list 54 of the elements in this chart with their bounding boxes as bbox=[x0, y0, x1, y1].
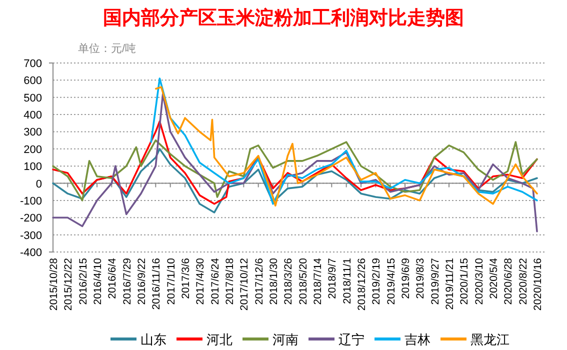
x-tick-label: 2019/6/9 bbox=[400, 258, 412, 299]
x-tick-label: 2016/4/10 bbox=[92, 258, 104, 305]
y-tick-label: 100 bbox=[24, 161, 42, 174]
x-tick-label: 2017/10/12 bbox=[238, 258, 251, 311]
y-tick-label: 400 bbox=[24, 110, 42, 122]
x-tick-label: 2017/6/24 bbox=[209, 258, 222, 305]
x-tick-label: 2018/7/14 bbox=[312, 258, 324, 305]
y-tick-label: -400 bbox=[20, 247, 42, 259]
x-tick-label: 2017/12/6 bbox=[253, 258, 266, 305]
x-tick-label: 2016/11/16 bbox=[150, 258, 163, 310]
x-tick-label: 2020/10/16 bbox=[532, 258, 544, 311]
x-tick-label: 2018/11/1 bbox=[341, 258, 354, 304]
x-tick-label: 2020/8/22 bbox=[517, 258, 530, 305]
x-tick-label: 2017/8/18 bbox=[224, 258, 236, 305]
x-tick-label: 2017/1/10 bbox=[165, 258, 178, 305]
x-tick-label: 2019/2/19 bbox=[370, 258, 383, 305]
x-tick-label: 2018/5/20 bbox=[297, 258, 310, 305]
y-tick-label: 0 bbox=[36, 178, 42, 190]
y-tick-label: -300 bbox=[20, 230, 42, 242]
y-tick-label: 500 bbox=[24, 92, 42, 104]
x-tick-label: 2020/1/15 bbox=[458, 258, 471, 305]
legend-label: 吉林 bbox=[404, 332, 430, 347]
x-tick-label: 2015/10/28 bbox=[48, 258, 60, 311]
x-tick-label: 2016/9/22 bbox=[136, 258, 148, 305]
x-tick-label: 2020/3/10 bbox=[473, 258, 486, 305]
x-tick-label: 2018/12/26 bbox=[356, 258, 368, 311]
x-tick-label: 2020/5/4 bbox=[488, 258, 500, 299]
x-tick-label: 2016/2/15 bbox=[77, 258, 90, 305]
y-axis-title: 单位：元/吨 bbox=[78, 42, 136, 55]
x-tick-label: 2018/1/30 bbox=[268, 258, 280, 305]
x-tick-label: 2017/4/30 bbox=[194, 258, 207, 305]
y-tick-label: 300 bbox=[24, 126, 42, 139]
legend-label: 辽宁 bbox=[338, 332, 364, 347]
x-tick-label: 2016/7/29 bbox=[121, 258, 134, 305]
legend-label: 河北 bbox=[206, 332, 232, 347]
x-tick-label: 2019/11/21 bbox=[444, 258, 456, 310]
x-tick-label: 2019/8/3 bbox=[414, 258, 427, 299]
x-tick-label: 2018/9/7 bbox=[326, 258, 339, 299]
y-tick-label: 700 bbox=[24, 58, 42, 70]
y-tick-label: 200 bbox=[24, 144, 42, 156]
y-tick-label: -200 bbox=[20, 212, 42, 225]
y-tick-label: -100 bbox=[20, 195, 42, 208]
x-tick-label: 2018/3/26 bbox=[282, 258, 295, 305]
legend-label: 黑龙江 bbox=[470, 332, 510, 347]
x-tick-label: 2020/6/28 bbox=[502, 258, 515, 305]
x-tick-label: 2015/12/22 bbox=[62, 258, 75, 311]
x-tick-label: 2016/6/4 bbox=[106, 258, 119, 299]
legend-label: 河南 bbox=[272, 332, 298, 347]
x-tick-label: 2017/3/6 bbox=[180, 258, 192, 299]
x-tick-label: 2019/9/27 bbox=[429, 258, 442, 305]
chart-title: 国内部分产区玉米淀粉加工利润对比走势图 bbox=[103, 7, 464, 29]
y-tick-label: 600 bbox=[24, 75, 42, 88]
x-tick-label: 2019/4/15 bbox=[385, 258, 398, 305]
legend-label: 山东 bbox=[140, 332, 166, 347]
